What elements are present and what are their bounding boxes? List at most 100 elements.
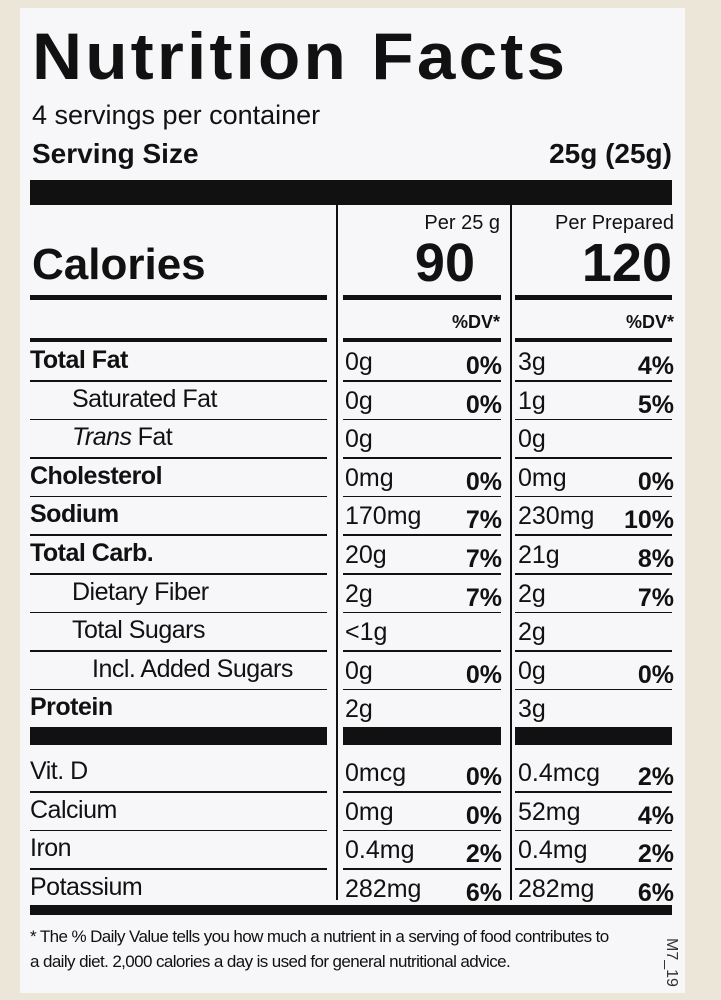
rule bbox=[343, 457, 501, 459]
nutrient-name-em: Trans bbox=[72, 423, 132, 452]
rule bbox=[30, 868, 327, 870]
rule bbox=[30, 495, 327, 498]
rule bbox=[343, 829, 501, 832]
nutrient-name: Total Fat bbox=[30, 346, 128, 374]
rule bbox=[343, 380, 501, 382]
amount: 3g bbox=[518, 348, 546, 376]
amount: 0mg bbox=[518, 463, 567, 492]
rule bbox=[515, 338, 672, 342]
amount: 52mg bbox=[518, 797, 581, 826]
rule bbox=[515, 534, 672, 536]
footnote: a daily diet. 2,000 calories a day is us… bbox=[30, 952, 511, 971]
nutrient-name: Protein bbox=[30, 693, 113, 722]
amount: <1g bbox=[345, 618, 388, 647]
amount: 0g bbox=[345, 425, 373, 454]
nutrient-name: Cholesterol bbox=[30, 461, 163, 490]
rule bbox=[30, 418, 327, 421]
daily-value: 0% bbox=[465, 763, 502, 791]
nutrient-name: Dietary Fiber bbox=[72, 577, 209, 606]
rule bbox=[515, 295, 672, 300]
rule bbox=[30, 573, 327, 575]
rule bbox=[343, 611, 501, 614]
serving-size-label: Serving Size bbox=[32, 138, 199, 169]
daily-value: 4% bbox=[637, 801, 674, 830]
amount: 0mcg bbox=[345, 759, 407, 787]
daily-value: 0% bbox=[465, 467, 502, 496]
amount: 170mg bbox=[345, 502, 422, 531]
rule bbox=[343, 338, 501, 342]
nutrient-name: Vit. D bbox=[30, 757, 88, 785]
amount: 0g bbox=[345, 348, 373, 376]
daily-value: 6% bbox=[637, 878, 674, 907]
daily-value: 7% bbox=[465, 583, 502, 612]
amount: 0g bbox=[345, 656, 373, 685]
nutrient-name: Sodium bbox=[30, 500, 119, 529]
amount: 1g bbox=[518, 386, 546, 415]
rule bbox=[30, 611, 327, 614]
rule bbox=[30, 338, 327, 342]
daily-value: 2% bbox=[637, 763, 674, 791]
nutrient-name: Potassium bbox=[30, 872, 143, 901]
nutrient-name: Iron bbox=[30, 834, 72, 863]
amount: 0.4mcg bbox=[518, 759, 600, 787]
daily-value: 2% bbox=[637, 840, 674, 869]
amount: 230mg bbox=[518, 502, 595, 531]
amount: 3g bbox=[518, 695, 546, 724]
rule bbox=[510, 205, 512, 900]
rule bbox=[515, 457, 672, 459]
rule bbox=[343, 868, 501, 870]
rule bbox=[343, 534, 501, 536]
dv-header: %DV* bbox=[625, 312, 674, 332]
daily-value: 0% bbox=[465, 660, 502, 689]
nutrient-name: Total Carb. bbox=[30, 539, 154, 567]
daily-value: 10% bbox=[623, 506, 674, 535]
amount: 0mg bbox=[345, 463, 394, 492]
title: Nutrition Facts bbox=[32, 19, 569, 93]
nutrient-name: Incl. Added Sugars bbox=[92, 654, 293, 683]
rule bbox=[343, 418, 501, 421]
rule bbox=[336, 205, 338, 900]
rule bbox=[515, 650, 672, 652]
daily-value: 7% bbox=[465, 506, 502, 535]
rule bbox=[515, 495, 672, 498]
amount: 21g bbox=[518, 541, 560, 569]
rule bbox=[30, 534, 327, 536]
amount: 282mg bbox=[345, 874, 422, 903]
amount: 0g bbox=[345, 386, 373, 415]
daily-value: 0% bbox=[465, 390, 502, 419]
amount: 0.4mg bbox=[345, 836, 415, 865]
rule bbox=[515, 380, 672, 382]
daily-value: 0% bbox=[637, 467, 674, 496]
nutrient-name: Calcium bbox=[30, 795, 117, 824]
rule bbox=[343, 650, 501, 652]
amount: 2g bbox=[345, 695, 373, 724]
rule bbox=[515, 611, 672, 614]
rule bbox=[515, 688, 672, 691]
rule bbox=[343, 295, 501, 300]
rule bbox=[30, 457, 327, 459]
rule bbox=[30, 295, 327, 300]
col1-header: Per 25 g bbox=[424, 212, 500, 234]
rule bbox=[30, 791, 327, 793]
servings: 4 servings per container bbox=[32, 100, 321, 130]
amount: 2g bbox=[518, 579, 546, 608]
col2-calories: 120 bbox=[581, 233, 672, 293]
daily-value: 0% bbox=[465, 352, 502, 380]
amount: 0.4mg bbox=[518, 836, 588, 865]
daily-value: 4% bbox=[637, 352, 674, 380]
nutrition-label: Nutrition Facts 4 servings per container S… bbox=[20, 8, 685, 993]
calories-label: Calories bbox=[32, 240, 206, 289]
nutrient-name-rest: Fat bbox=[137, 423, 173, 452]
daily-value: 5% bbox=[637, 390, 674, 419]
rule bbox=[30, 650, 327, 652]
nutrient-name: Saturated Fat bbox=[72, 384, 217, 413]
amount: 0g bbox=[518, 656, 546, 685]
rule bbox=[515, 573, 672, 575]
footnote: * The % Daily Value tells you how much a… bbox=[30, 927, 609, 946]
rule bbox=[343, 728, 501, 745]
daily-value: 7% bbox=[637, 583, 674, 612]
dv-header: %DV* bbox=[451, 312, 500, 332]
amount: 0g bbox=[518, 425, 546, 454]
rule bbox=[30, 829, 327, 832]
